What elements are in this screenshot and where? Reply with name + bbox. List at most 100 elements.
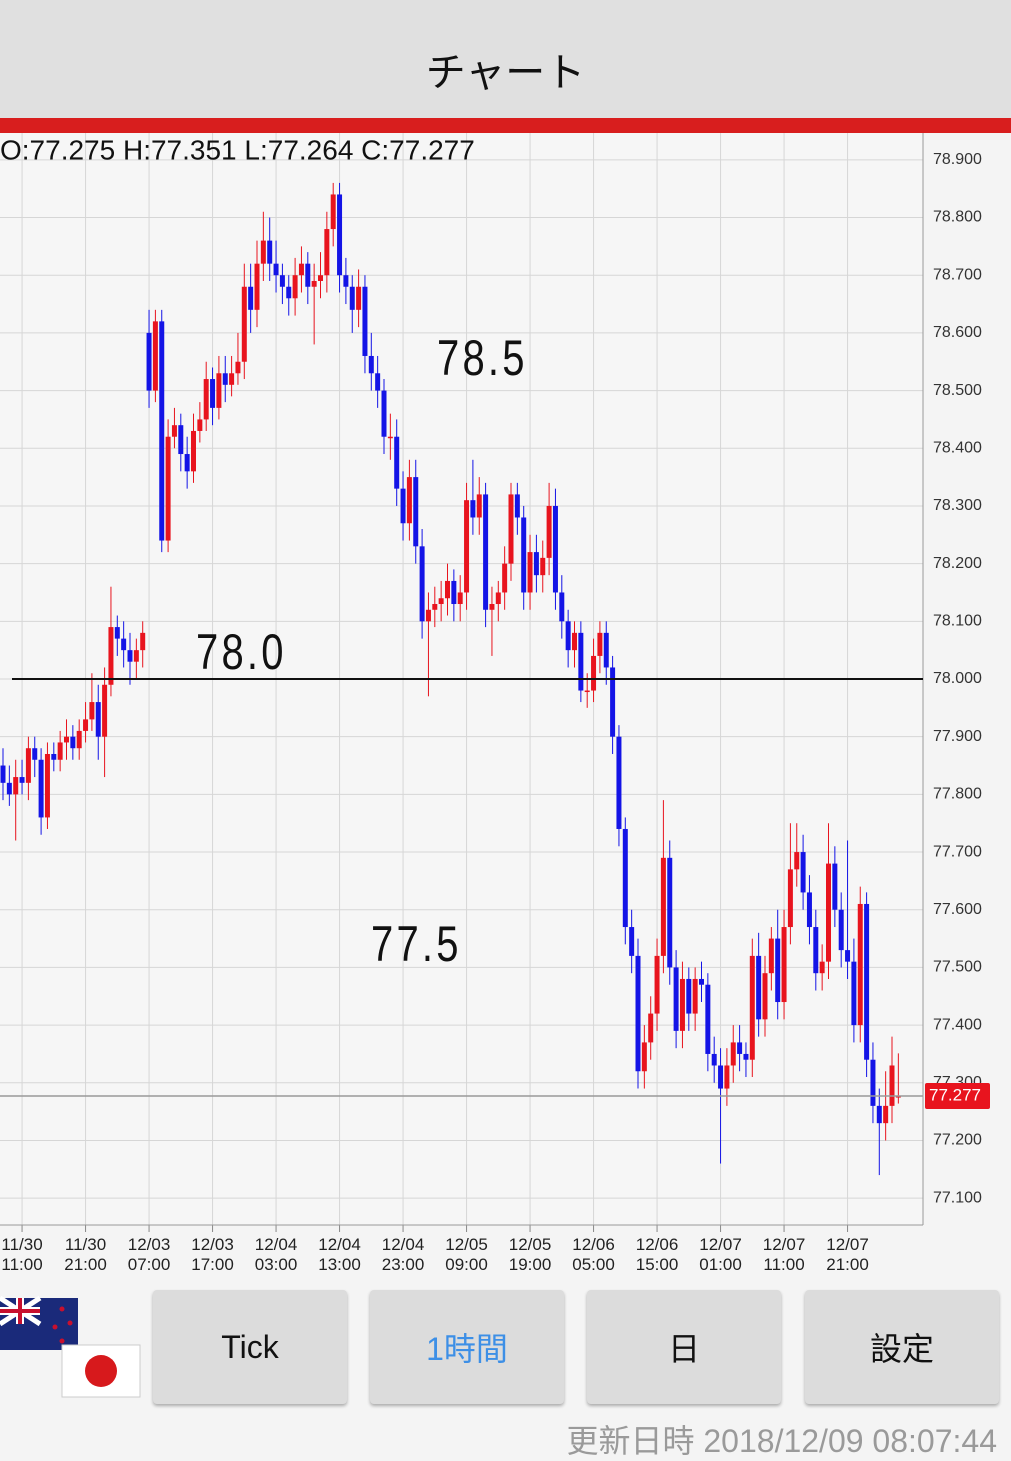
- candle-body: [171, 425, 177, 437]
- y-tick-label: 78.000: [933, 670, 982, 687]
- candle-body: [597, 632, 603, 656]
- y-tick-label: 77.600: [933, 901, 982, 918]
- candle-body: [749, 955, 755, 1060]
- x-tick-label: 12/03 07:00: [127, 1235, 171, 1274]
- candle-body: [400, 488, 406, 524]
- candle-body: [114, 627, 120, 639]
- candle-body: [756, 955, 762, 1020]
- candle-body: [591, 655, 597, 691]
- y-tick-label: 78.300: [933, 497, 982, 514]
- candle-body: [883, 1105, 889, 1124]
- settings-button[interactable]: 設定: [805, 1290, 999, 1404]
- candle-body: [610, 667, 616, 737]
- candle-body: [279, 275, 285, 287]
- candle-body: [292, 275, 298, 299]
- candle-body: [70, 736, 76, 749]
- candle-body: [781, 927, 787, 1003]
- candle-body: [552, 505, 558, 593]
- candle-body: [813, 927, 819, 974]
- candle-body: [305, 263, 311, 287]
- candle-body: [432, 604, 438, 610]
- candle-body: [476, 494, 482, 518]
- candle-body: [349, 286, 355, 310]
- candle-body: [298, 263, 304, 276]
- currency-flags: [0, 1295, 141, 1398]
- candle-body: [222, 373, 228, 385]
- day-button[interactable]: 日: [587, 1290, 781, 1404]
- last-price-label: 77.277: [929, 1086, 981, 1105]
- candle-body: [857, 903, 863, 1026]
- level-annotation: 78.5: [437, 330, 528, 386]
- candle-body: [159, 321, 165, 541]
- candle-body: [692, 978, 698, 1014]
- candle-body: [705, 984, 711, 1054]
- candle-body: [44, 753, 50, 818]
- candle-body: [178, 425, 184, 455]
- hour-button[interactable]: 1時間: [370, 1290, 564, 1404]
- y-tick-label: 78.900: [933, 151, 982, 168]
- x-tick-label: 12/04 03:00: [254, 1235, 298, 1274]
- candle-body: [870, 1059, 876, 1106]
- candle-body: [165, 436, 171, 541]
- candle-body: [229, 373, 235, 385]
- candle-body: [654, 955, 660, 1014]
- candle-body: [89, 702, 95, 720]
- candle-body: [203, 379, 209, 420]
- candle-body: [622, 828, 628, 928]
- candle-body: [146, 332, 152, 391]
- candle-body: [787, 869, 793, 928]
- x-tick-label: 11/30 11:00: [1, 1235, 43, 1274]
- candle-body: [527, 552, 533, 593]
- level-annotation: 78.0: [196, 624, 287, 680]
- candle-body: [826, 863, 831, 962]
- candle-body: [184, 454, 190, 472]
- candle-body: [730, 1042, 736, 1066]
- y-tick-label: 77.100: [933, 1189, 982, 1206]
- candle-body: [83, 719, 89, 731]
- candle-body: [140, 632, 146, 651]
- candle-body: [273, 263, 279, 276]
- candle-body: [356, 286, 362, 310]
- candle-body: [394, 436, 400, 489]
- candle-body: [838, 909, 844, 951]
- candle-body: [76, 730, 82, 749]
- candle-body: [241, 286, 247, 362]
- candle-body: [368, 355, 374, 374]
- x-tick-label: 12/03 17:00: [191, 1235, 234, 1274]
- candle-body: [425, 609, 431, 622]
- candle-body: [584, 690, 590, 693]
- last-price-box: [925, 1083, 990, 1110]
- candle-body: [889, 1065, 895, 1106]
- candle-body: [6, 782, 12, 795]
- y-tick-label: 77.700: [933, 843, 982, 860]
- y-tick-label: 77.900: [933, 728, 982, 745]
- x-tick-label: 12/04 23:00: [381, 1235, 425, 1274]
- ohlc-info: O:77.275 H:77.351 L:77.264 C:77.277: [0, 134, 475, 165]
- candle-body: [578, 632, 584, 691]
- candle-body: [457, 592, 463, 605]
- update-time: 更新日時 2018/12/09 08:07:44: [566, 1423, 997, 1459]
- candle-body: [413, 477, 419, 547]
- candle-body: [737, 1042, 743, 1054]
- tick-button[interactable]: Tick: [153, 1290, 347, 1404]
- candle-body: [483, 494, 489, 610]
- candle-body: [324, 229, 330, 276]
- candle-body: [673, 967, 679, 1031]
- x-tick-label: 12/07 21:00: [826, 1235, 869, 1274]
- candle-body: [641, 1042, 647, 1072]
- candle-body: [686, 978, 692, 1014]
- candle-body: [616, 736, 622, 829]
- candle-body: [235, 361, 241, 374]
- candle-body: [121, 638, 127, 651]
- candle-body: [724, 1065, 730, 1089]
- candle-body: [800, 852, 806, 893]
- candle-body: [362, 286, 368, 356]
- candle-body: [470, 500, 476, 518]
- candle-body: [819, 961, 825, 974]
- x-tick-label: 11/30 21:00: [64, 1235, 107, 1274]
- candle-body: [762, 973, 768, 1020]
- candle-body: [445, 580, 450, 599]
- x-tick-label: 12/06 15:00: [635, 1235, 679, 1274]
- candle-body: [565, 621, 571, 651]
